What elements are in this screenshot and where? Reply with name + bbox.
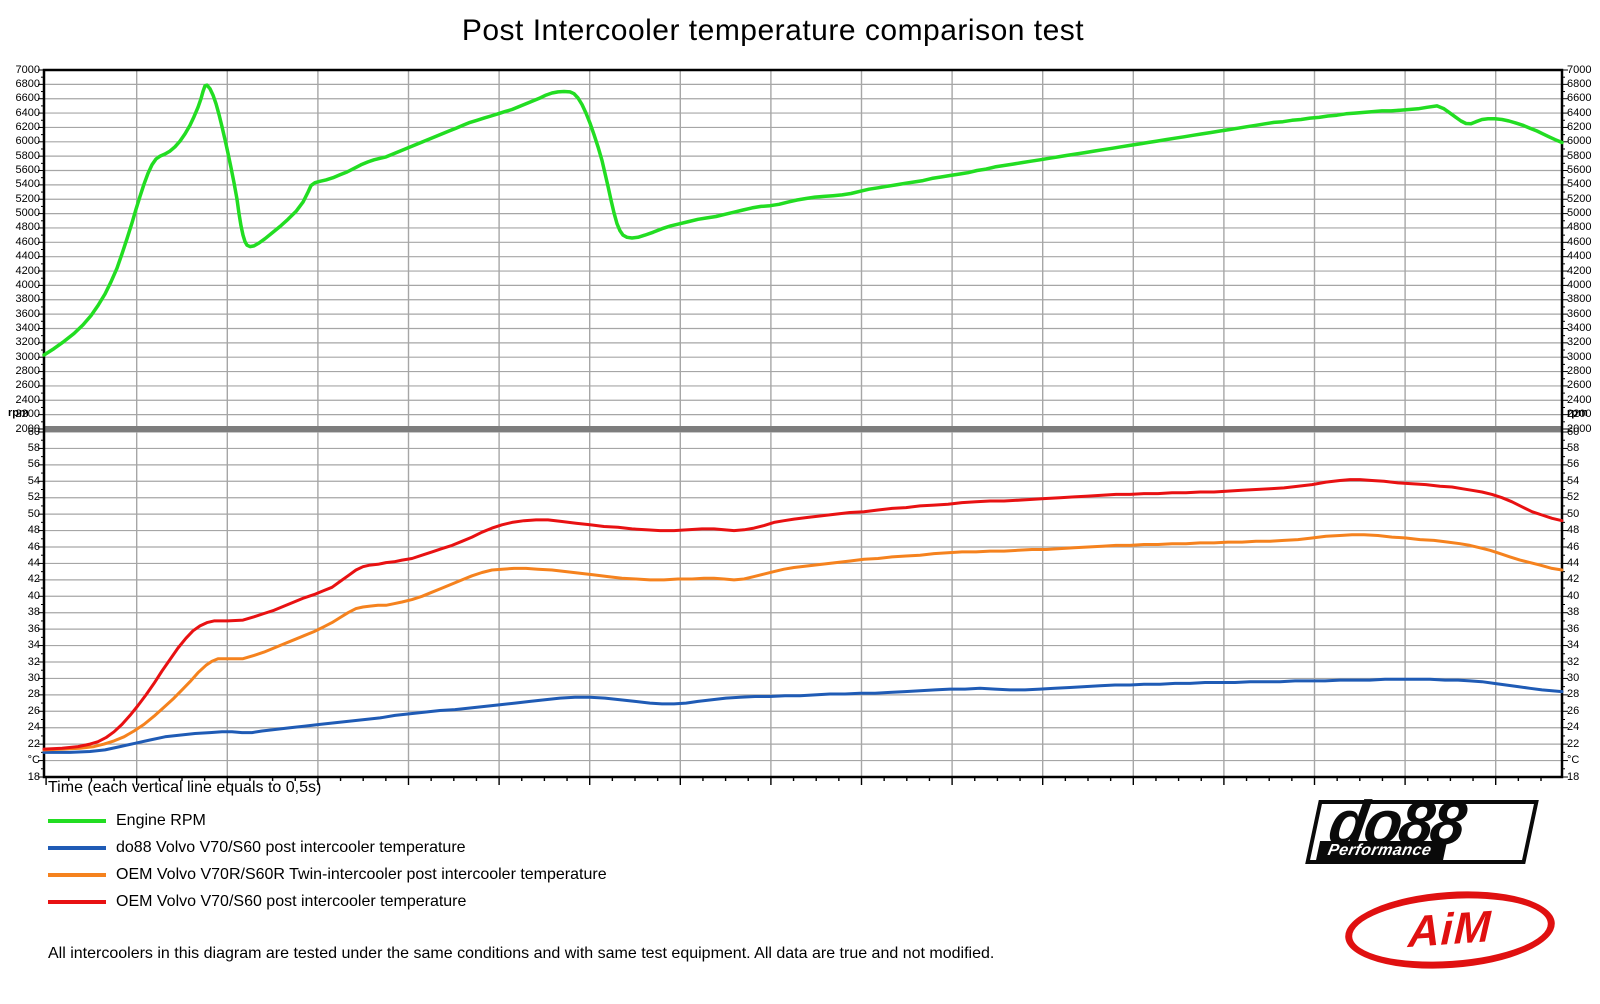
legend-swatch [48,846,106,850]
legend-label: OEM Volvo V70/S60 post intercooler tempe… [116,893,467,910]
legend-label: do88 Volvo V70/S60 post intercooler temp… [116,839,466,856]
series-do88-temperature [42,677,1564,754]
aim-logo-text: AiM [1407,901,1493,958]
legend-item: Engine RPM [48,808,808,835]
legend-label: OEM Volvo V70R/S60R Twin-intercooler pos… [116,866,607,883]
x-axis-label: Time (each vertical line equals to 0,5s) [48,779,322,796]
do88-logo: do88 Performance [1305,789,1539,864]
legend-label: Engine RPM [116,812,206,829]
legend-item: do88 Volvo V70/S60 post intercooler temp… [48,835,808,862]
series-oem-twin-temperature [42,533,1564,752]
footer-note: All intercoolers in this diagram are tes… [48,945,995,962]
legend-swatch [48,900,106,904]
legend: Engine RPM do88 Volvo V70/S60 post interc… [48,808,808,916]
chart-title: Post Intercooler temperature comparison … [461,14,1085,47]
plot-border [42,68,1564,779]
panel-separator [43,426,1563,432]
legend-swatch [48,873,106,877]
series-engine-rpm [42,83,1564,357]
legend-item: OEM Volvo V70/S60 post intercooler tempe… [48,889,808,916]
legend-item: OEM Volvo V70R/S60R Twin-intercooler pos… [48,862,808,889]
do88-performance-label: Performance [1315,841,1448,862]
legend-swatch [48,819,106,823]
series-oem-temperature [42,478,1564,751]
